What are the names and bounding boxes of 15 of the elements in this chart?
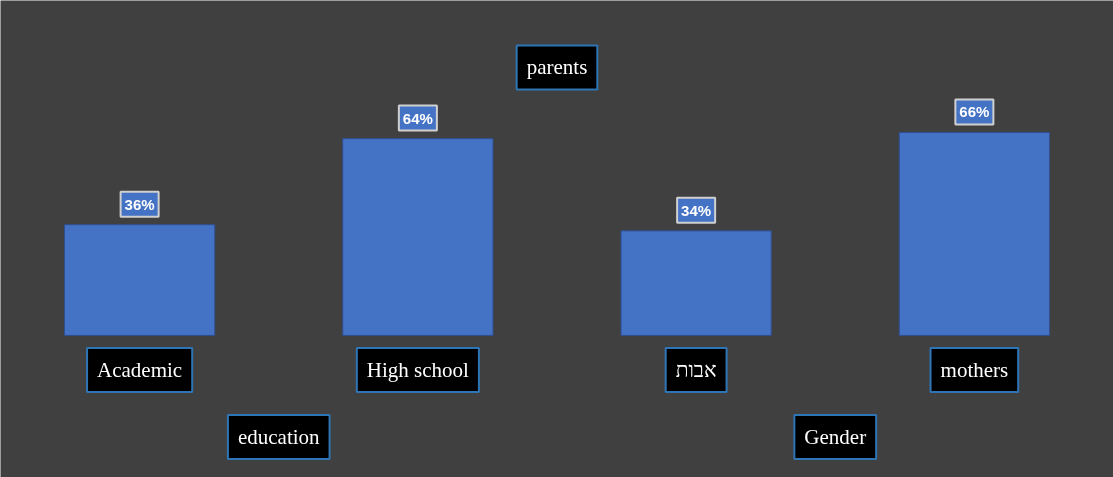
- data-label: 36%: [124, 195, 155, 213]
- text: education: [237, 424, 321, 449]
- text: Gender: [804, 424, 867, 449]
- x-tick-label: High school: [366, 357, 470, 382]
- data-label: 66%: [959, 103, 990, 121]
- data-label: 64%: [402, 109, 433, 127]
- bar: [64, 224, 216, 336]
- bar: [898, 131, 1050, 336]
- bar: [342, 138, 494, 336]
- x-tick-label: mothers: [940, 357, 1009, 382]
- x-tick-label: Academic: [97, 357, 183, 382]
- data-label: 34%: [681, 201, 712, 219]
- bar: [620, 230, 772, 336]
- chart-title: parents: [526, 55, 588, 80]
- x-tick-label: אבות: [675, 357, 717, 382]
